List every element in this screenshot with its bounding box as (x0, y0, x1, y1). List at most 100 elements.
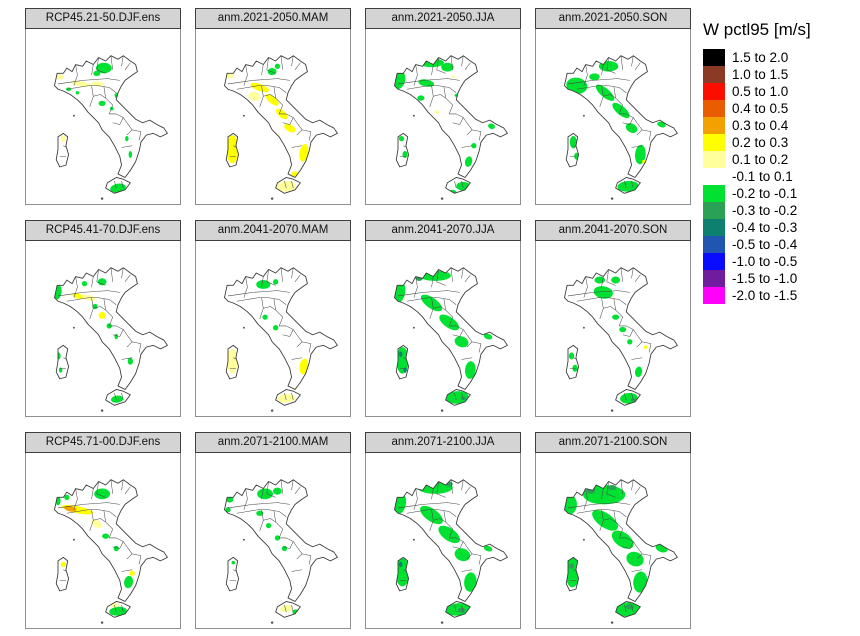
italy-map (536, 29, 690, 210)
italy-map-svg (54, 55, 168, 201)
panel-title: RCP45.21-50.DJF.ens (25, 8, 181, 29)
map-panel-6: anm.2041-2070.JJA (365, 220, 521, 417)
panel-title: anm.2041-2070.SON (535, 220, 691, 241)
map-panel-1: anm.2021-2050.MAM (195, 8, 351, 205)
legend-label: -0.4 to -0.3 (732, 220, 798, 235)
legend-label: 0.5 to 1.0 (732, 84, 789, 99)
panel-title: anm.2021-2050.SON (535, 8, 691, 29)
anomaly-patches (566, 60, 666, 192)
italy-map (536, 453, 690, 634)
legend-entry: 0.2 to 0.3 (703, 134, 859, 151)
legend-entry: -0.5 to -0.4 (703, 236, 859, 253)
legend-swatch (703, 100, 725, 117)
map-panel-2: anm.2021-2050.JJA (365, 8, 521, 205)
italy-map (196, 241, 350, 422)
italy-map (366, 29, 520, 210)
legend-swatch (703, 134, 725, 151)
italy-map (26, 29, 180, 210)
legend-swatch (703, 151, 725, 168)
legend-swatch (703, 83, 725, 100)
panel-title: anm.2071-2100.JJA (365, 432, 521, 453)
italy-map-svg (394, 55, 508, 201)
map-panel-10: anm.2071-2100.JJA (365, 432, 521, 629)
map-panel-8: RCP45.71-00.DJF.ens (25, 432, 181, 629)
anomaly-patches (227, 279, 309, 403)
legend-label: -0.5 to -0.4 (732, 237, 798, 252)
italy-map (366, 453, 520, 634)
italy-map-svg (394, 267, 508, 413)
legend-entry: 0.1 to 0.2 (703, 151, 859, 168)
legend-entry: -0.3 to -0.2 (703, 202, 859, 219)
anomaly-patches (568, 276, 648, 404)
legend-entry: 1.5 to 2.0 (703, 49, 859, 66)
color-legend: W pctl95 [m/s] 1.5 to 2.0 1.0 to 1.5 0.5 t… (703, 20, 859, 304)
map-panel-5: anm.2041-2070.MAM (195, 220, 351, 417)
legend-entry: 0.3 to 0.4 (703, 117, 859, 134)
panel-title: anm.2021-2050.MAM (195, 8, 351, 29)
legend-label: 1.0 to 1.5 (732, 67, 789, 82)
italy-map-svg (224, 55, 338, 201)
italy-map (196, 29, 350, 210)
italy-map-svg (224, 479, 338, 625)
legend-label: -0.1 to 0.1 (732, 169, 793, 184)
legend-label: -2.0 to -1.5 (732, 288, 798, 303)
legend-label: -0.2 to -0.1 (732, 186, 798, 201)
panel-title: anm.2071-2100.MAM (195, 432, 351, 453)
legend-label: -1.0 to -0.5 (732, 254, 798, 269)
legend-swatch (703, 202, 725, 219)
italy-map-svg (394, 479, 508, 625)
map-panel-4: RCP45.41-70.DJF.ens (25, 220, 181, 417)
panel-title: anm.2071-2100.SON (535, 432, 691, 453)
legend-label: -1.5 to -1.0 (732, 271, 798, 286)
italy-map-svg (564, 479, 678, 625)
legend-swatch (703, 270, 725, 287)
map-panel-11: anm.2071-2100.SON (535, 432, 691, 629)
map-panel-0: RCP45.21-50.DJF.ens (25, 8, 181, 205)
legend-entry: -0.2 to -0.1 (703, 185, 859, 202)
italy-map-svg (224, 267, 338, 413)
anomaly-patches (394, 270, 493, 404)
map-panel-3: anm.2021-2050.SON (535, 8, 691, 205)
legend-entry: -0.1 to 0.1 (703, 168, 859, 185)
map-panel-9: anm.2071-2100.MAM (195, 432, 351, 629)
panel-title: anm.2021-2050.JJA (365, 8, 521, 29)
legend-entry: -1.5 to -1.0 (703, 270, 859, 287)
anomaly-patches (55, 488, 135, 616)
legend-label: -0.3 to -0.2 (732, 203, 798, 218)
map-panel-grid: RCP45.21-50.DJF.ens anm.2021-2050.MAM anm.… (25, 8, 691, 629)
anomaly-patches (54, 278, 133, 403)
legend-swatch (703, 287, 725, 304)
anomaly-patches (394, 58, 495, 194)
legend-label: 0.3 to 0.4 (732, 118, 789, 133)
legend-swatch (703, 253, 725, 270)
legend-entry: -0.4 to -0.3 (703, 219, 859, 236)
legend-entry: -1.0 to -0.5 (703, 253, 859, 270)
italy-map (26, 241, 180, 422)
italy-map-svg (564, 267, 678, 413)
italy-map-svg (564, 55, 678, 201)
legend-swatch (703, 66, 725, 83)
legend-swatch (703, 236, 725, 253)
legend-rows: 1.5 to 2.0 1.0 to 1.5 0.5 to 1.0 0.4 to 0.5… (703, 49, 859, 304)
anomaly-patches (225, 63, 309, 192)
panel-title: anm.2041-2070.MAM (195, 220, 351, 241)
map-panel-7: anm.2041-2070.SON (535, 220, 691, 417)
legend-entry: 0.4 to 0.5 (703, 100, 859, 117)
legend-entry: 0.5 to 1.0 (703, 83, 859, 100)
legend-label: 0.4 to 0.5 (732, 101, 789, 116)
italy-map (196, 453, 350, 634)
legend-swatch (703, 168, 725, 185)
legend-label: 0.2 to 0.3 (732, 135, 789, 150)
legend-label: 0.1 to 0.2 (732, 152, 789, 167)
legend-swatch (703, 117, 725, 134)
anomaly-patches (564, 484, 668, 617)
anomaly-patches (394, 481, 493, 616)
legend-entry: 1.0 to 1.5 (703, 66, 859, 83)
legend-entry: -2.0 to -1.5 (703, 287, 859, 304)
panel-title: RCP45.41-70.DJF.ens (25, 220, 181, 241)
legend-swatch (703, 49, 725, 66)
italy-map-svg (54, 267, 168, 413)
italy-map (26, 453, 180, 634)
italy-map-svg (54, 479, 168, 625)
legend-swatch (703, 185, 725, 202)
